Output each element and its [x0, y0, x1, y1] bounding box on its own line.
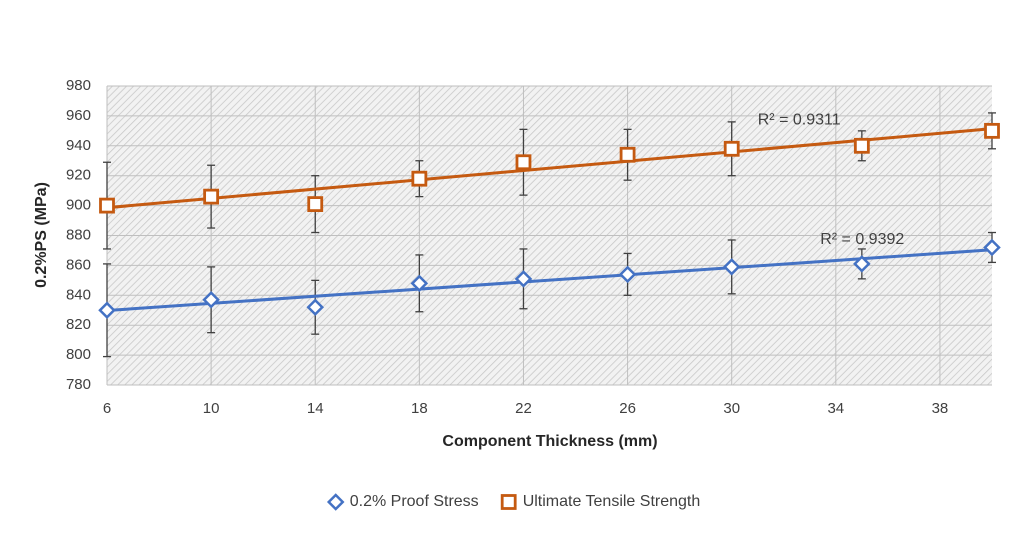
- trendline: [106, 248, 993, 313]
- legend-marker: [500, 494, 517, 510]
- marker: [99, 197, 115, 214]
- y-tick-label: 900: [66, 197, 91, 214]
- y-tick-label: 820: [66, 316, 91, 333]
- y-tick-label: 980: [66, 77, 91, 94]
- legend: 0.2% Proof Stress Ultimate Tensile Streng…: [326, 493, 701, 511]
- marker: [723, 140, 740, 157]
- trendline: [106, 127, 993, 210]
- y-tick-label: 940: [66, 137, 91, 154]
- y-tick-label: 880: [66, 226, 91, 243]
- legend-label: Ultimate Tensile Strength: [523, 493, 701, 510]
- x-tick-label: 22: [515, 400, 532, 417]
- marker: [984, 122, 1000, 139]
- x-axis-title: Component Thickness (mm): [442, 433, 657, 450]
- marker: [722, 258, 741, 276]
- y-tick-label: 960: [66, 107, 91, 124]
- y-tick-label: 780: [66, 376, 91, 393]
- marker: [515, 154, 532, 171]
- x-tick-label: 14: [307, 400, 324, 417]
- y-axis-title: 0.2%PS (MPa): [33, 182, 50, 288]
- x-tick-label: 6: [103, 400, 111, 417]
- marker: [853, 255, 871, 273]
- marker: [410, 274, 429, 293]
- legend-label: 0.2% Proof Stress: [350, 493, 479, 510]
- y-tick-label: 840: [66, 286, 91, 303]
- x-tick-label: 30: [723, 400, 740, 417]
- marker: [619, 146, 636, 163]
- x-tick-label: 38: [932, 400, 949, 417]
- legend-marker: [326, 493, 345, 511]
- x-tick-label: 10: [203, 400, 220, 417]
- marker: [983, 238, 1001, 257]
- y-tick-label: 920: [66, 167, 91, 184]
- y-tick-label: 860: [66, 256, 91, 273]
- marker: [514, 270, 533, 288]
- marker: [203, 188, 220, 205]
- marker: [202, 291, 220, 309]
- marker: [618, 265, 637, 284]
- marker: [307, 196, 324, 213]
- annotation: R² = 0.9392: [820, 231, 904, 248]
- y-tick-label: 800: [66, 346, 91, 363]
- marker: [98, 301, 116, 320]
- x-tick-label: 18: [411, 400, 428, 417]
- marker: [411, 170, 428, 187]
- marker: [853, 137, 870, 154]
- x-tick-label: 34: [827, 400, 844, 417]
- annotation: R² = 0.9311: [758, 112, 841, 129]
- marker: [306, 298, 325, 317]
- x-tick-label: 26: [619, 400, 636, 417]
